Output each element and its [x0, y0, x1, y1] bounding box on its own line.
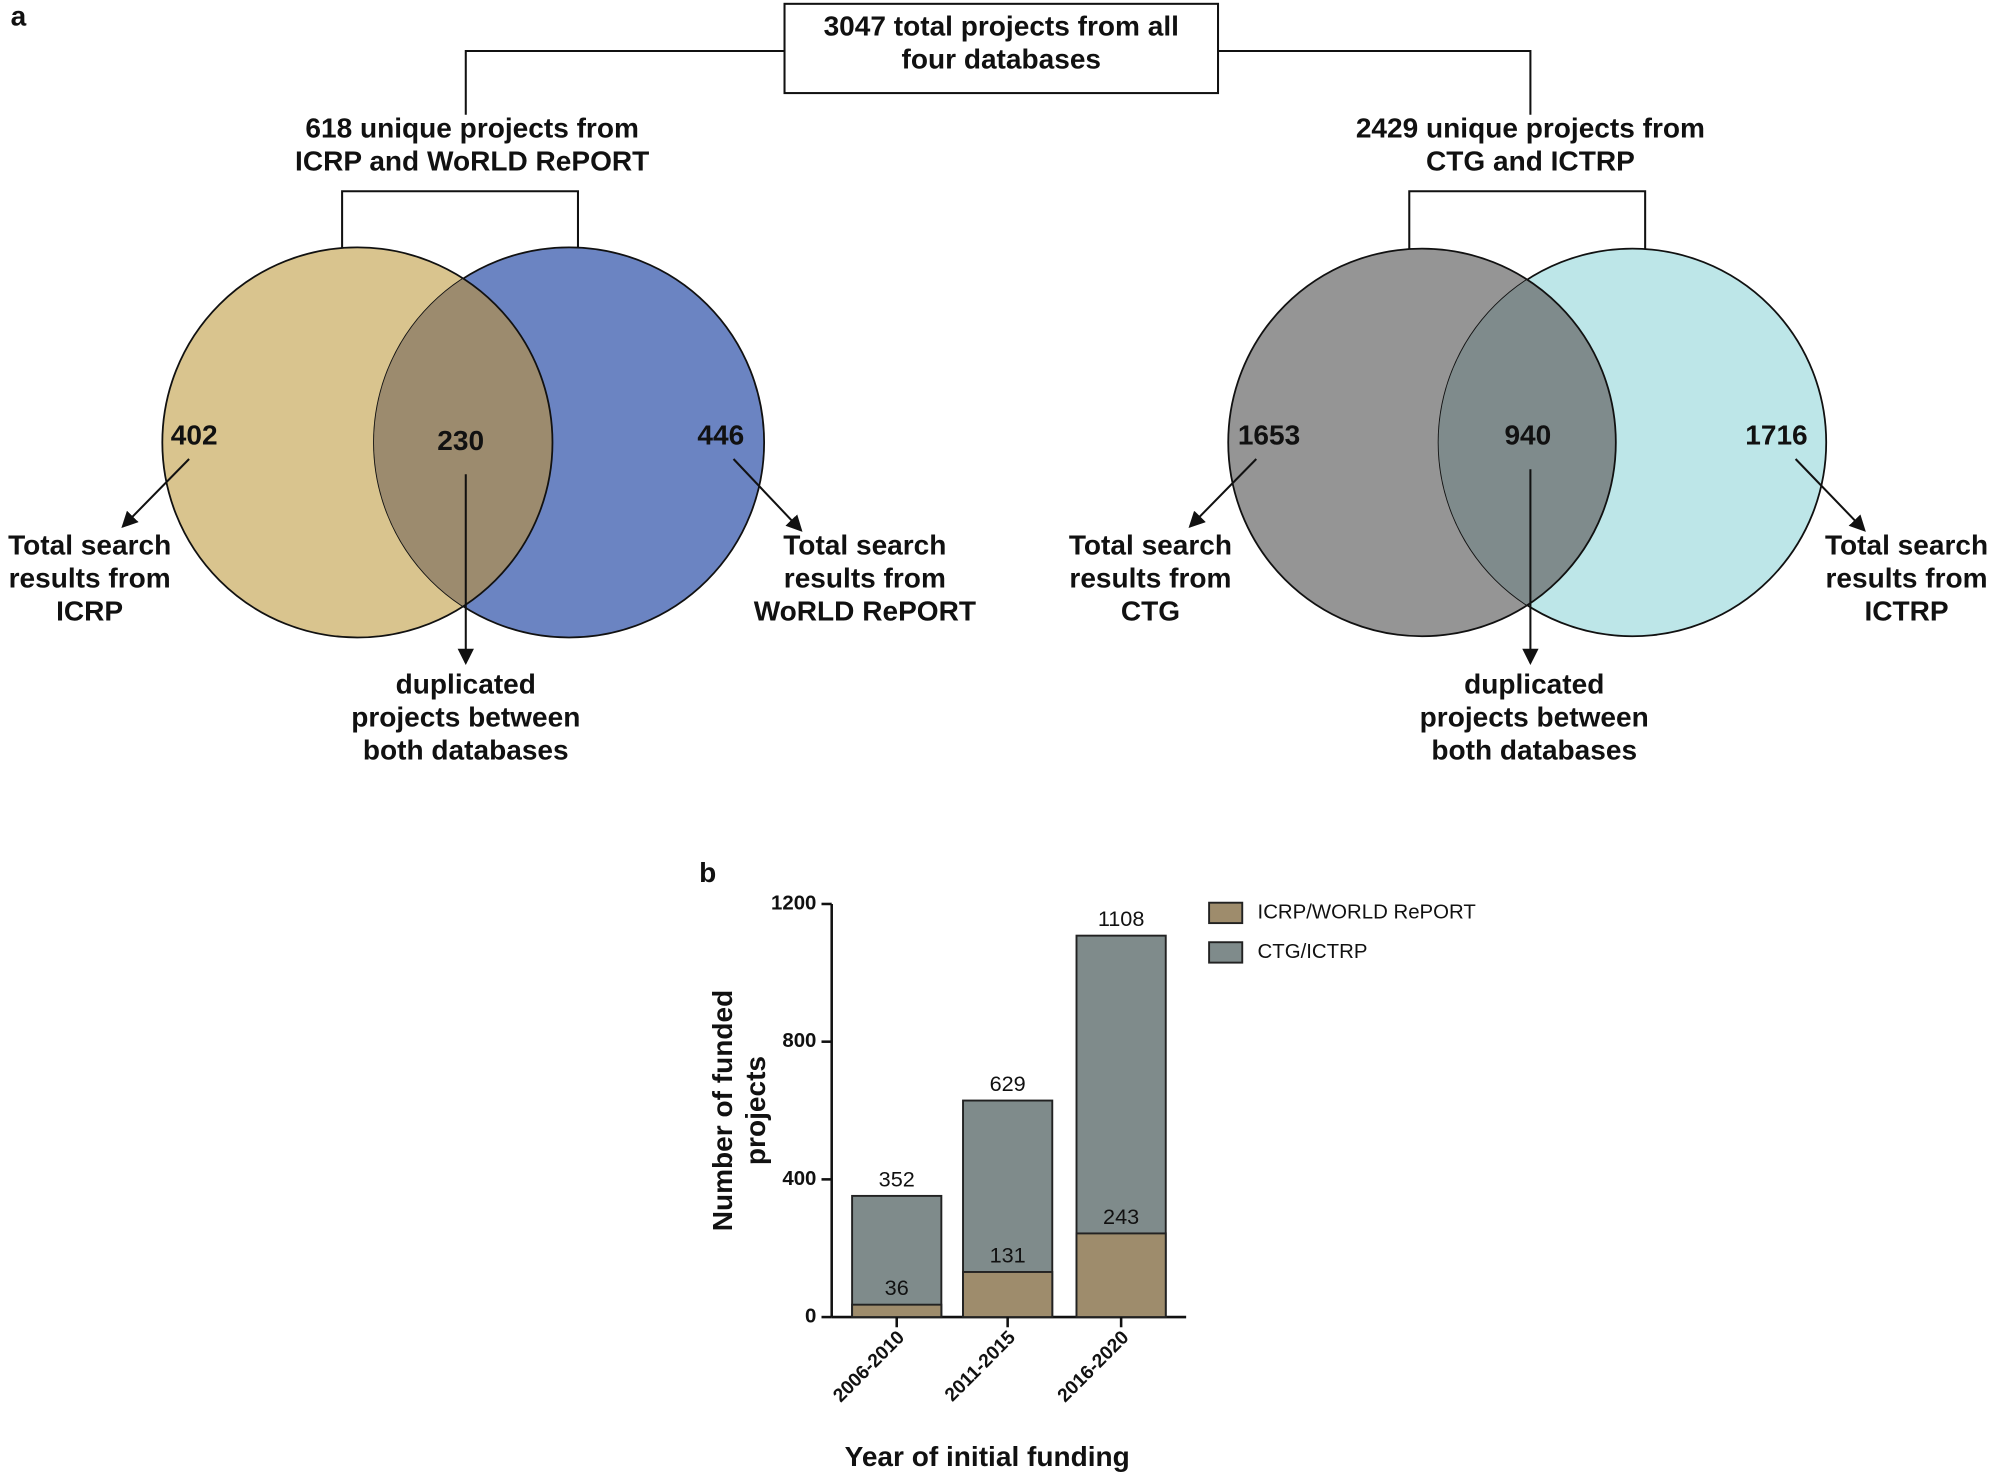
legend-swatch: [1208, 941, 1244, 964]
total-text: 3047 total projects from all: [824, 10, 1179, 41]
venn-label: duplicated: [396, 668, 536, 699]
y-tick-label: 400: [782, 1168, 816, 1190]
total-box: [783, 2, 1220, 95]
value-label: 243: [1103, 1204, 1139, 1229]
y-axis-title: projects: [740, 1056, 771, 1165]
heading: CTG and ICTRP: [1426, 146, 1635, 177]
arrows: [121, 458, 1866, 666]
venn-label: CTG: [1121, 596, 1180, 627]
heading: ICRP and WoRLD RePORT: [295, 146, 649, 177]
bar: [1075, 1232, 1167, 1319]
value-label: 352: [879, 1166, 915, 1191]
value-label: 1108: [1098, 906, 1145, 931]
venn-label: both databases: [363, 735, 569, 766]
venn-overlap: [1438, 248, 1617, 637]
y-tick-label: 1200: [771, 892, 816, 914]
venn-label: projects between: [351, 702, 580, 733]
venn-label: results from: [1069, 563, 1231, 594]
bar: [851, 1194, 943, 1319]
bar: [851, 1303, 943, 1319]
value-label: 131: [990, 1242, 1026, 1267]
venn-label: ICRP: [56, 596, 123, 627]
total-text: four databases: [902, 44, 1102, 75]
x-tick-label: 2006-2010: [829, 1327, 908, 1406]
venn-label: Total search: [783, 529, 946, 560]
panel-a: a 3047 total projects from all four data…: [8, 0, 1988, 765]
legend-label: ICRP/WORLD RePORT: [1258, 901, 1476, 923]
venn-label: ICTRP: [1864, 596, 1948, 627]
count: 1653: [1238, 420, 1300, 451]
venn-label: duplicated: [1464, 668, 1604, 699]
venn-label: Total search: [1069, 529, 1232, 560]
panel-label: b: [699, 857, 716, 888]
y-axis-title: Number of funded: [707, 990, 738, 1232]
venn-label: results from: [1825, 563, 1987, 594]
legend-label: CTG/ICTRP: [1258, 941, 1368, 963]
venn-label: Total search: [1825, 529, 1988, 560]
panel-label: a: [11, 0, 27, 31]
bar: [962, 1271, 1054, 1319]
value-label: 36: [885, 1275, 909, 1300]
venn-label: Total search: [8, 529, 171, 560]
connector: [464, 49, 1532, 115]
value-label: 629: [990, 1071, 1026, 1096]
venn-label: WoRLD RePORT: [754, 596, 976, 627]
venn-label: results from: [9, 563, 171, 594]
bracket: [341, 190, 1647, 266]
x-tick-label: 2011-2015: [941, 1327, 1020, 1406]
x-tick-label: 2016-2020: [1054, 1327, 1133, 1406]
venn-label: results from: [784, 563, 946, 594]
count: 230: [437, 425, 484, 456]
heading: 2429 unique projects from: [1356, 112, 1705, 143]
venn-label: projects between: [1420, 702, 1649, 733]
legend-swatch: [1208, 901, 1244, 925]
panel-b: b 0 400 800 1200 352 629 1108 36 131 243 2006-2010 2…: [699, 857, 1476, 1472]
heading: 618 unique projects from: [305, 112, 639, 143]
venn-label: both databases: [1431, 735, 1637, 766]
venn-overlap: [373, 247, 554, 638]
y-tick-label: 800: [782, 1030, 816, 1052]
x-axis-title: Year of initial funding: [845, 1441, 1130, 1472]
count: 1716: [1745, 420, 1807, 451]
count: 446: [697, 420, 744, 451]
count: 940: [1504, 420, 1551, 451]
y-tick-label: 0: [805, 1305, 816, 1327]
count: 402: [171, 420, 218, 451]
